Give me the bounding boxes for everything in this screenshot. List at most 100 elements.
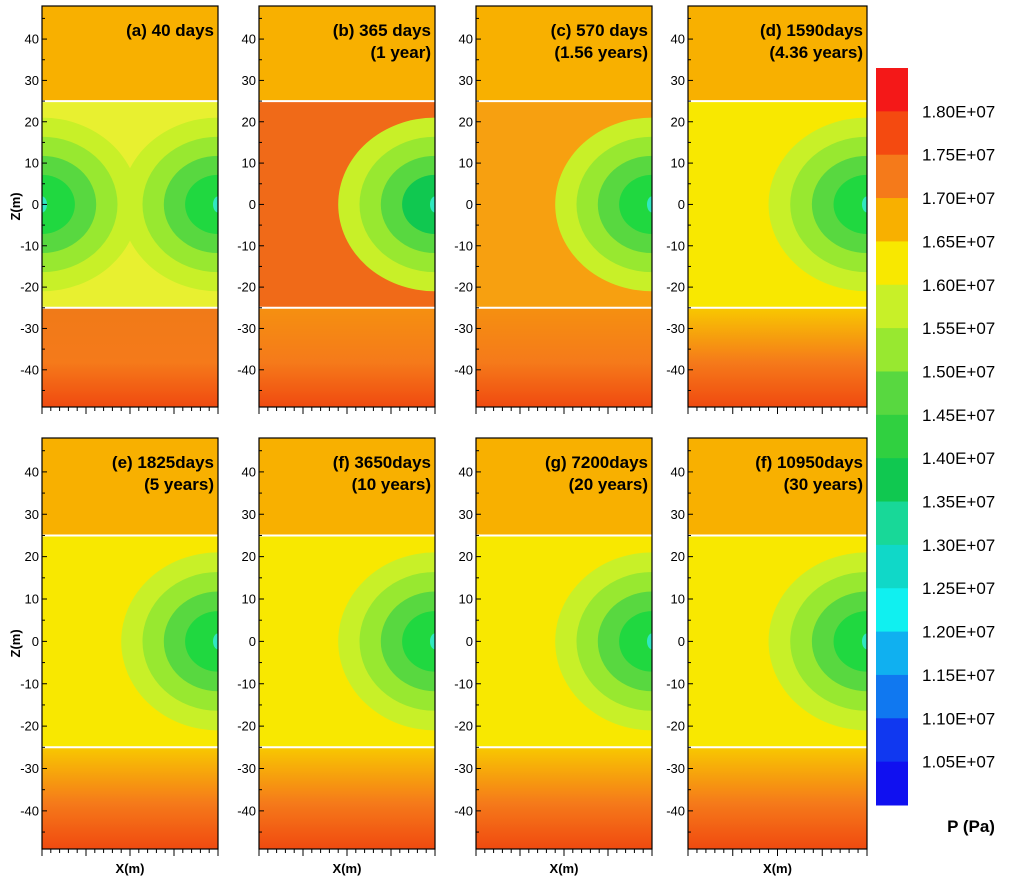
panel-title-line: (10 years) bbox=[352, 475, 431, 494]
x-axis-label: X(m) bbox=[116, 861, 145, 876]
z-tick-label: 10 bbox=[459, 592, 473, 607]
z-tick-label: -10 bbox=[666, 238, 685, 253]
z-tick-label: 0 bbox=[678, 634, 685, 649]
z-tick-label: -40 bbox=[20, 803, 39, 818]
upper-layer-fill bbox=[259, 6, 435, 102]
z-tick-label: -40 bbox=[666, 803, 685, 818]
panel-title-line: (c) 570 days bbox=[551, 21, 648, 40]
colorbar-swatch bbox=[876, 631, 908, 676]
colorbar-label: 1.60E+07 bbox=[922, 276, 995, 295]
z-tick-label: 0 bbox=[249, 634, 256, 649]
z-tick-label: 40 bbox=[25, 32, 39, 47]
z-tick-label: -20 bbox=[666, 280, 685, 295]
panel-title-line: (f) 10950days bbox=[755, 453, 863, 472]
colorbar-label: 1.80E+07 bbox=[922, 102, 995, 121]
lower-layer-fill bbox=[42, 747, 218, 849]
colorbar-label: 1.45E+07 bbox=[922, 406, 995, 425]
panel-title-line: (a) 40 days bbox=[126, 21, 214, 40]
z-tick-label: -10 bbox=[237, 676, 256, 691]
upper-layer-fill bbox=[42, 438, 218, 536]
upper-layer-fill bbox=[688, 6, 867, 102]
well-core bbox=[430, 196, 435, 213]
z-tick-label: -30 bbox=[237, 761, 256, 776]
z-tick-label: -30 bbox=[454, 321, 473, 336]
well-contour-band bbox=[185, 611, 218, 672]
panel-f2: 40 30 20 10 0 -10 -20 -30 -40 X(m) (f) 10950days (3… bbox=[666, 437, 868, 876]
z-tick-label: 20 bbox=[25, 549, 39, 564]
z-tick-label: -20 bbox=[454, 719, 473, 734]
panel-title-line: (4.36 years) bbox=[769, 43, 863, 62]
colorbar: 1.80E+07 1.75E+07 1.70E+07 1.65E+07 1.60E+07… bbox=[876, 68, 995, 836]
colorbar-swatch bbox=[876, 68, 908, 112]
z-tick-label: 20 bbox=[25, 114, 39, 129]
z-tick-label: 30 bbox=[459, 507, 473, 522]
x-axis-label: X(m) bbox=[763, 861, 792, 876]
panel-title-line: (5 years) bbox=[144, 475, 214, 494]
panel-e: 40 30 20 10 0 -10 -20 -30 -40 Z(m) X(m) (e) 1825day… bbox=[8, 437, 219, 876]
z-tick-label: 40 bbox=[242, 464, 256, 479]
z-tick-label: -10 bbox=[454, 676, 473, 691]
colorbar-swatch bbox=[876, 674, 908, 719]
z-tick-label: 30 bbox=[671, 73, 685, 88]
z-tick-label: -30 bbox=[666, 321, 685, 336]
lower-layer-fill bbox=[688, 307, 867, 407]
z-tick-label: -20 bbox=[454, 280, 473, 295]
z-tick-label: -30 bbox=[454, 761, 473, 776]
colorbar-swatch bbox=[876, 111, 908, 156]
z-tick-label: 20 bbox=[242, 114, 256, 129]
z-tick-label: 0 bbox=[32, 634, 39, 649]
colorbar-swatch bbox=[876, 761, 908, 806]
z-tick-label: 10 bbox=[459, 156, 473, 171]
colorbar-title: P (Pa) bbox=[947, 817, 995, 836]
well-core bbox=[430, 633, 435, 650]
colorbar-swatch bbox=[876, 718, 908, 763]
lower-layer-fill bbox=[259, 747, 435, 849]
z-tick-label: 40 bbox=[459, 32, 473, 47]
colorbar-label: 1.10E+07 bbox=[922, 709, 995, 728]
z-tick-label: 20 bbox=[671, 114, 685, 129]
z-tick-label: 10 bbox=[242, 592, 256, 607]
colorbar-swatch bbox=[876, 501, 908, 546]
lower-layer-fill bbox=[476, 307, 652, 407]
z-tick-label: 40 bbox=[671, 464, 685, 479]
z-tick-label: -10 bbox=[237, 238, 256, 253]
lower-layer-fill bbox=[259, 307, 435, 407]
z-tick-label: 20 bbox=[459, 114, 473, 129]
upper-layer-fill bbox=[476, 6, 652, 102]
z-tick-label: -10 bbox=[20, 238, 39, 253]
panel-a: 40 30 20 10 0 -10 -20 -30 -40 Z(m) (a) 40 days bbox=[8, 5, 219, 414]
well-core bbox=[213, 633, 218, 650]
panel-title-line: (g) 7200days bbox=[545, 453, 648, 472]
z-tick-label: 0 bbox=[249, 197, 256, 212]
z-tick-label: 30 bbox=[242, 73, 256, 88]
upper-layer-fill bbox=[42, 6, 218, 102]
colorbar-label: 1.35E+07 bbox=[922, 493, 995, 512]
pressure-field bbox=[476, 6, 652, 407]
pressure-field bbox=[259, 438, 435, 849]
z-tick-label: 10 bbox=[671, 592, 685, 607]
colorbar-label: 1.65E+07 bbox=[922, 232, 995, 251]
panel-title-line: (d) 1590days bbox=[760, 21, 863, 40]
z-tick-label: 20 bbox=[242, 549, 256, 564]
colorbar-swatch bbox=[876, 588, 908, 633]
panel-title-line: (20 years) bbox=[569, 475, 648, 494]
panel-title-line: (e) 1825days bbox=[112, 453, 214, 472]
pressure-field bbox=[688, 6, 867, 407]
colorbar-label: 1.55E+07 bbox=[922, 319, 995, 338]
colorbar-swatch bbox=[876, 544, 908, 589]
panel-title-line: (30 years) bbox=[784, 475, 863, 494]
z-tick-label: -20 bbox=[666, 719, 685, 734]
upper-layer-fill bbox=[259, 438, 435, 536]
z-tick-label: 30 bbox=[242, 507, 256, 522]
colorbar-label: 1.05E+07 bbox=[922, 753, 995, 772]
z-tick-label: 10 bbox=[25, 592, 39, 607]
z-tick-label: -40 bbox=[666, 362, 685, 377]
lower-layer-fill bbox=[42, 307, 218, 407]
panel-d: 40 30 20 10 0 -10 -20 -30 -40 (d) 1590days (4.36 y… bbox=[666, 5, 868, 414]
z-tick-label: 10 bbox=[25, 156, 39, 171]
colorbar-swatch bbox=[876, 328, 908, 372]
z-tick-label: -30 bbox=[666, 761, 685, 776]
colorbar-label: 1.40E+07 bbox=[922, 449, 995, 468]
z-tick-label: 10 bbox=[242, 156, 256, 171]
